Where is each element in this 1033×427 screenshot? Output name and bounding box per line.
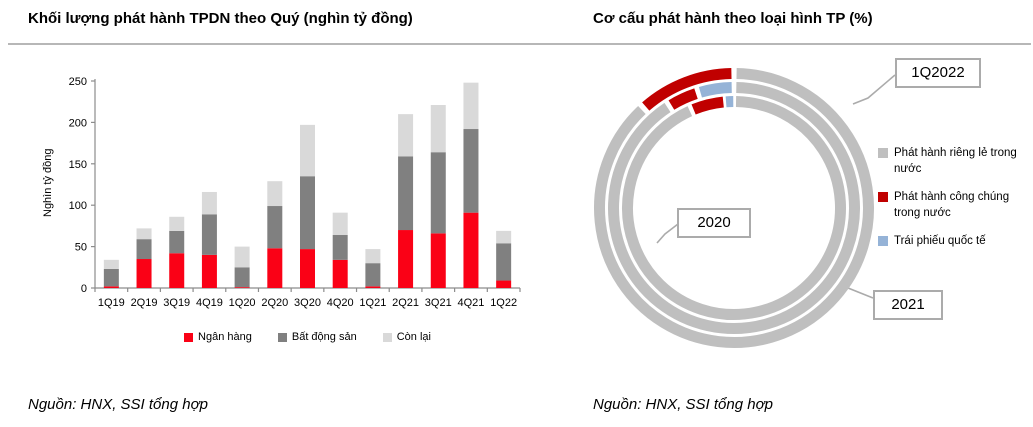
bar-segment <box>234 246 250 268</box>
left-chart-title: Khối lượng phát hành TPDN theo Quý (nghì… <box>28 10 413 27</box>
legend-swatch <box>878 236 888 247</box>
y-tick-label: 100 <box>69 200 87 212</box>
donut-legend-item-2: Trái phiếu quốc tế <box>878 234 1030 250</box>
bar-legend-item-1: Bất động sản <box>277 331 357 343</box>
legend-swatch <box>382 332 392 342</box>
bar-segment <box>365 249 381 264</box>
donut-chart-legend: Phát hành riêng lẻ trong nước Phát hành c… <box>878 146 1030 250</box>
bar-segment <box>103 286 119 288</box>
bar-segment <box>169 216 185 231</box>
bar-segment <box>136 259 152 288</box>
bar-segment <box>398 156 414 231</box>
bar-legend-item-2: Còn lại <box>382 331 431 343</box>
ring-label-2020: 2020 <box>677 208 751 238</box>
bar-segment <box>463 212 479 288</box>
x-category-label: 4Q21 <box>458 297 485 309</box>
y-tick-label: 0 <box>81 283 87 295</box>
x-category-label: 2Q19 <box>131 297 158 309</box>
bar-segment <box>463 82 479 130</box>
bar-segment <box>103 268 119 287</box>
legend-label: Ngân hàng <box>198 331 252 343</box>
legend-label: Trái phiếu quốc tế <box>894 235 986 248</box>
x-category-label: 3Q20 <box>294 297 321 309</box>
bar-segment <box>300 124 315 177</box>
donut-ring-segment-2021 <box>608 82 860 334</box>
legend-label: Bất động sản <box>291 331 357 343</box>
legend-label: Còn lại <box>396 331 431 343</box>
bar-segment <box>267 206 283 249</box>
bar-segment <box>332 235 348 260</box>
bar-segment <box>267 248 283 288</box>
y-tick-label: 50 <box>75 242 87 254</box>
donut-ring-segment-2021 <box>698 82 732 98</box>
x-category-label: 3Q19 <box>163 297 190 309</box>
bar-segment <box>398 114 414 157</box>
x-category-label: 1Q20 <box>229 297 256 309</box>
donut-ring-segment-2020 <box>622 96 846 320</box>
bar-segment <box>201 214 217 255</box>
bar-segment <box>103 259 119 269</box>
bar-segment <box>136 239 152 260</box>
legend-label: Phát hành công chúng trong nước <box>894 191 1010 219</box>
bar-segment <box>463 129 479 213</box>
x-category-label: 2Q21 <box>392 297 419 309</box>
bar-segment <box>496 243 512 281</box>
ring-label-1q2022: 1Q2022 <box>895 58 981 88</box>
bar-segment <box>136 228 152 240</box>
bar-segment <box>169 230 185 254</box>
y-tick-label: 200 <box>69 117 87 129</box>
bar-legend-item-0: Ngân hàng <box>184 331 252 343</box>
x-category-label: 1Q19 <box>98 297 125 309</box>
bar-segment <box>201 254 217 288</box>
legend-swatch <box>878 192 888 203</box>
bar-chart-legend: Ngân hàng Bất động sản Còn lại <box>45 331 570 343</box>
bar-segment <box>365 263 381 287</box>
donut-chart <box>594 68 896 348</box>
callout-line-1q2022 <box>852 74 896 105</box>
bar-segment <box>234 287 250 288</box>
right-chart-title: Cơ cấu phát hành theo loại hình TP (%) <box>593 10 873 27</box>
bar-segment <box>430 152 446 234</box>
donut-ring-segment-2020 <box>691 96 724 115</box>
bar-segment <box>169 253 185 288</box>
bar-segment <box>300 249 315 288</box>
donut-ring-segment-1Q2022 <box>642 68 732 111</box>
x-category-label: 2Q20 <box>261 297 288 309</box>
x-category-label: 4Q19 <box>196 297 223 309</box>
bar-segment <box>398 230 414 288</box>
x-category-label: 4Q20 <box>327 297 354 309</box>
right-source-note: Nguồn: HNX, SSI tổng hợp <box>593 396 773 413</box>
legend-swatch <box>878 148 888 158</box>
legend-swatch <box>184 332 194 342</box>
donut-legend-item-0: Phát hành riêng lẻ trong nước <box>878 146 1030 177</box>
bar-segment <box>496 280 512 288</box>
x-category-label: 1Q22 <box>490 297 517 309</box>
y-tick-label: 250 <box>69 76 87 88</box>
donut-ring-segment-1Q2022 <box>594 68 874 348</box>
x-category-label: 1Q21 <box>359 297 386 309</box>
donut-legend-item-1: Phát hành công chúng trong nước <box>878 190 1030 221</box>
bar-segment <box>496 230 512 244</box>
bar-chart: 0 50 100 150 200 250 1Q19 2Q19 3Q19 4Q19 1Q20 2Q20 3… <box>69 76 521 309</box>
bar-segment <box>300 176 315 250</box>
donut-ring-segment-2021 <box>668 88 698 110</box>
title-divider <box>8 43 1031 45</box>
bar-segment <box>430 233 446 288</box>
left-source-note: Nguồn: HNX, SSI tổng hợp <box>28 396 208 413</box>
legend-label: Phát hành riêng lẻ trong nước <box>894 147 1017 175</box>
bar-segment <box>365 286 381 288</box>
ring-label-2021: 2021 <box>873 290 943 320</box>
y-tick-label: 150 <box>69 159 87 171</box>
bar-segment <box>234 267 250 288</box>
bar-segment <box>201 191 217 215</box>
bar-segment <box>332 212 348 236</box>
bar-segment <box>430 105 446 153</box>
x-category-label: 3Q21 <box>425 297 452 309</box>
bar-segment <box>332 259 348 288</box>
callout-line-2020 <box>656 223 679 244</box>
bar-segment <box>267 181 283 207</box>
legend-swatch <box>277 332 287 342</box>
